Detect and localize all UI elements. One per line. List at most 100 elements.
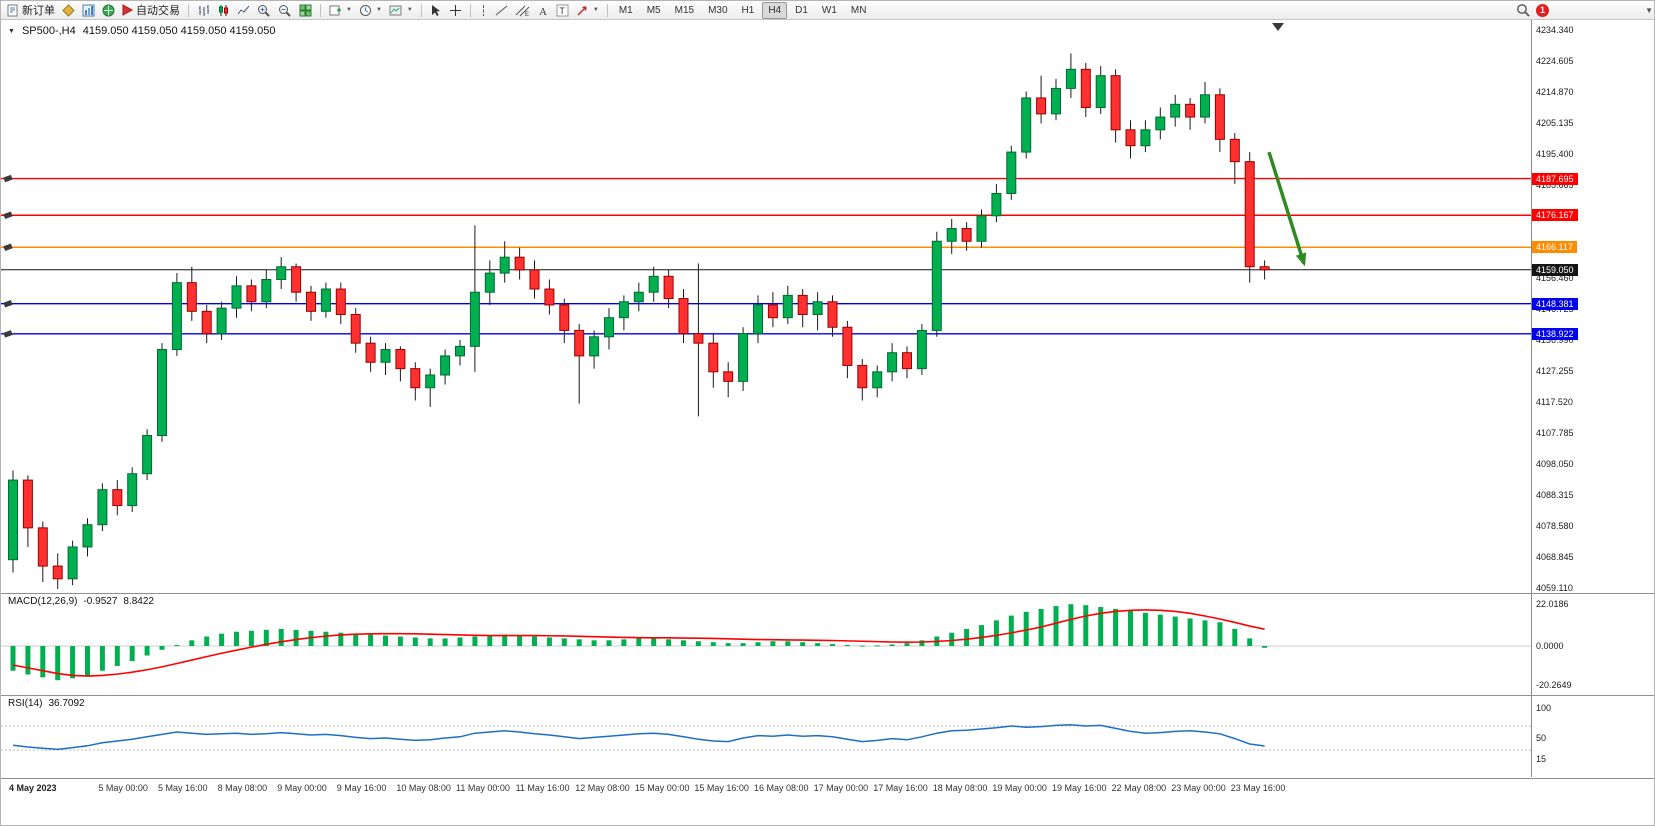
macd-signal-line xyxy=(12,609,1265,677)
rsi-canvas[interactable] xyxy=(1,696,1531,777)
candle-body xyxy=(231,285,242,309)
candlestick-button[interactable] xyxy=(214,2,233,18)
candle-body xyxy=(97,489,108,526)
line-anchor-marker[interactable] xyxy=(3,174,13,183)
channel-button[interactable]: E xyxy=(512,2,533,18)
line-chart-button[interactable] xyxy=(234,2,253,18)
chart-shift-marker[interactable] xyxy=(1272,23,1284,31)
candle-body xyxy=(544,288,555,306)
charts-icon xyxy=(82,4,95,16)
toolbar-overflow-chevron[interactable]: ▼ xyxy=(1645,6,1653,15)
price-axis-label: 4088.315 xyxy=(1536,490,1574,501)
macd-histogram-bar xyxy=(725,643,731,646)
timeframe-button-m15[interactable]: M15 xyxy=(674,4,695,16)
chevron-down-icon: ▼ xyxy=(375,7,382,13)
zoom-in-button[interactable] xyxy=(254,2,274,18)
rsi-axis[interactable]: 100 50 15 xyxy=(1531,696,1654,777)
timeframe-button-h1[interactable]: H1 xyxy=(741,4,755,16)
timeframe-button-h4[interactable]: H4 xyxy=(762,1,788,19)
time-axis-label: 15 May 16:00 xyxy=(694,783,749,793)
timeframe-button-w1[interactable]: W1 xyxy=(821,4,837,16)
charts-button[interactable] xyxy=(79,2,98,18)
channel-icon: E xyxy=(515,5,530,17)
autotrading-button[interactable]: 自动交易 xyxy=(119,2,183,18)
candle-body xyxy=(455,345,465,357)
community-button[interactable] xyxy=(99,2,118,18)
new-chart-icon xyxy=(329,5,341,15)
macd-histogram-bar xyxy=(487,635,493,646)
candle-body xyxy=(678,298,689,335)
chevron-down-icon[interactable]: ▼ xyxy=(8,27,15,35)
price-chart-panel[interactable]: ▼ SP500-,H4 4159.050 4159.050 4159.050 4… xyxy=(1,20,1531,593)
macd-histogram-bar xyxy=(1142,612,1148,646)
macd-histogram-bar xyxy=(383,635,388,646)
trendline-button[interactable] xyxy=(492,2,511,18)
macd-panel[interactable]: MACD(12,26,9) -0.9527 8.8422 xyxy=(1,594,1531,695)
candle-body xyxy=(186,282,197,312)
new-chart-button[interactable]: ▼ xyxy=(326,2,355,18)
panel-splitter[interactable] xyxy=(1,593,1654,594)
macd-histogram-bar xyxy=(591,640,597,646)
candle-body xyxy=(1036,97,1047,115)
arrows-tool-button[interactable]: ▼ xyxy=(573,2,602,18)
timeframe-button-m30[interactable]: M30 xyxy=(708,4,728,16)
svg-text:T: T xyxy=(559,6,565,16)
gold-button[interactable] xyxy=(59,2,78,18)
autotrading-icon xyxy=(122,4,133,16)
toolbar-separator xyxy=(320,3,321,17)
macd-histogram-bar xyxy=(800,642,806,646)
line-anchor-marker[interactable] xyxy=(3,300,13,308)
candle-body xyxy=(395,349,406,370)
cursor-button[interactable] xyxy=(427,2,445,18)
candle-body xyxy=(961,228,972,242)
notification-badge[interactable]: 1 xyxy=(1536,3,1549,17)
clock-button[interactable]: ▼ xyxy=(356,2,385,18)
price-axis[interactable]: 4234.340 4224.605 4214.870 4205.135 4195.400… xyxy=(1531,20,1654,594)
templates-button[interactable]: ▼ xyxy=(386,2,416,18)
candle-body xyxy=(872,371,883,389)
time-axis-label: 5 May 00:00 xyxy=(98,783,148,793)
panel-splitter[interactable] xyxy=(1,695,1654,696)
candlestick-chart-canvas[interactable] xyxy=(1,20,1531,593)
macd-histogram-bar xyxy=(993,620,999,646)
trend-arrow-annotation[interactable] xyxy=(1267,151,1307,267)
timeframe-button-m5[interactable]: M5 xyxy=(646,4,661,16)
text-tool-button[interactable]: A xyxy=(534,2,552,18)
time-axis-label: 5 May 16:00 xyxy=(158,783,208,793)
price-axis-label: 4185.665 xyxy=(1536,180,1574,190)
price-axis-label: 4059.110 xyxy=(1536,583,1573,594)
time-axis-label: 23 May 16:00 xyxy=(1230,783,1286,793)
search-icon[interactable] xyxy=(1516,3,1530,17)
rsi-panel[interactable]: RSI(14) 36.7092 xyxy=(1,696,1531,777)
rsi-value: 36.7092 xyxy=(48,698,85,709)
candle-body xyxy=(127,473,138,507)
timeframe-button-mn[interactable]: MN xyxy=(850,4,867,16)
timeframe-button-d1[interactable]: D1 xyxy=(795,4,808,16)
macd-histogram-bar xyxy=(263,629,269,646)
macd-histogram-bar xyxy=(517,635,523,646)
price-axis-label: 4136.990 xyxy=(1536,335,1574,345)
crosshair-button[interactable] xyxy=(446,2,465,18)
line-anchor-marker[interactable] xyxy=(3,330,13,338)
candle-body xyxy=(723,371,734,382)
time-axis-label: 11 May 00:00 xyxy=(456,783,510,793)
macd-histogram-bar xyxy=(278,628,284,646)
macd-canvas[interactable] xyxy=(1,594,1531,695)
bar-chart-button[interactable] xyxy=(194,2,213,18)
candle-body xyxy=(1185,103,1196,118)
time-axis[interactable]: 4 May 2023 5 May 00:00 5 May 16:00 8 May 08… xyxy=(1,778,1654,802)
vertical-line-button[interactable] xyxy=(476,2,491,18)
line-anchor-marker[interactable] xyxy=(3,211,13,219)
macd-histogram-bar xyxy=(129,646,135,662)
tile-windows-button[interactable] xyxy=(296,2,315,18)
timeframe-button-m1[interactable]: M1 xyxy=(618,4,633,16)
line-anchor-marker[interactable] xyxy=(3,243,13,251)
new-order-button[interactable]: 新订单 xyxy=(4,2,58,18)
candle-body xyxy=(946,228,957,242)
zoom-out-button[interactable] xyxy=(275,2,295,18)
macd-axis[interactable]: 22.0186 0.0000 -20.2649 xyxy=(1531,594,1654,695)
macd-main-value: -0.9527 xyxy=(83,596,118,607)
candle-body xyxy=(618,301,629,319)
macd-histogram-bar xyxy=(1113,608,1119,646)
label-tool-button[interactable]: T xyxy=(553,2,572,18)
